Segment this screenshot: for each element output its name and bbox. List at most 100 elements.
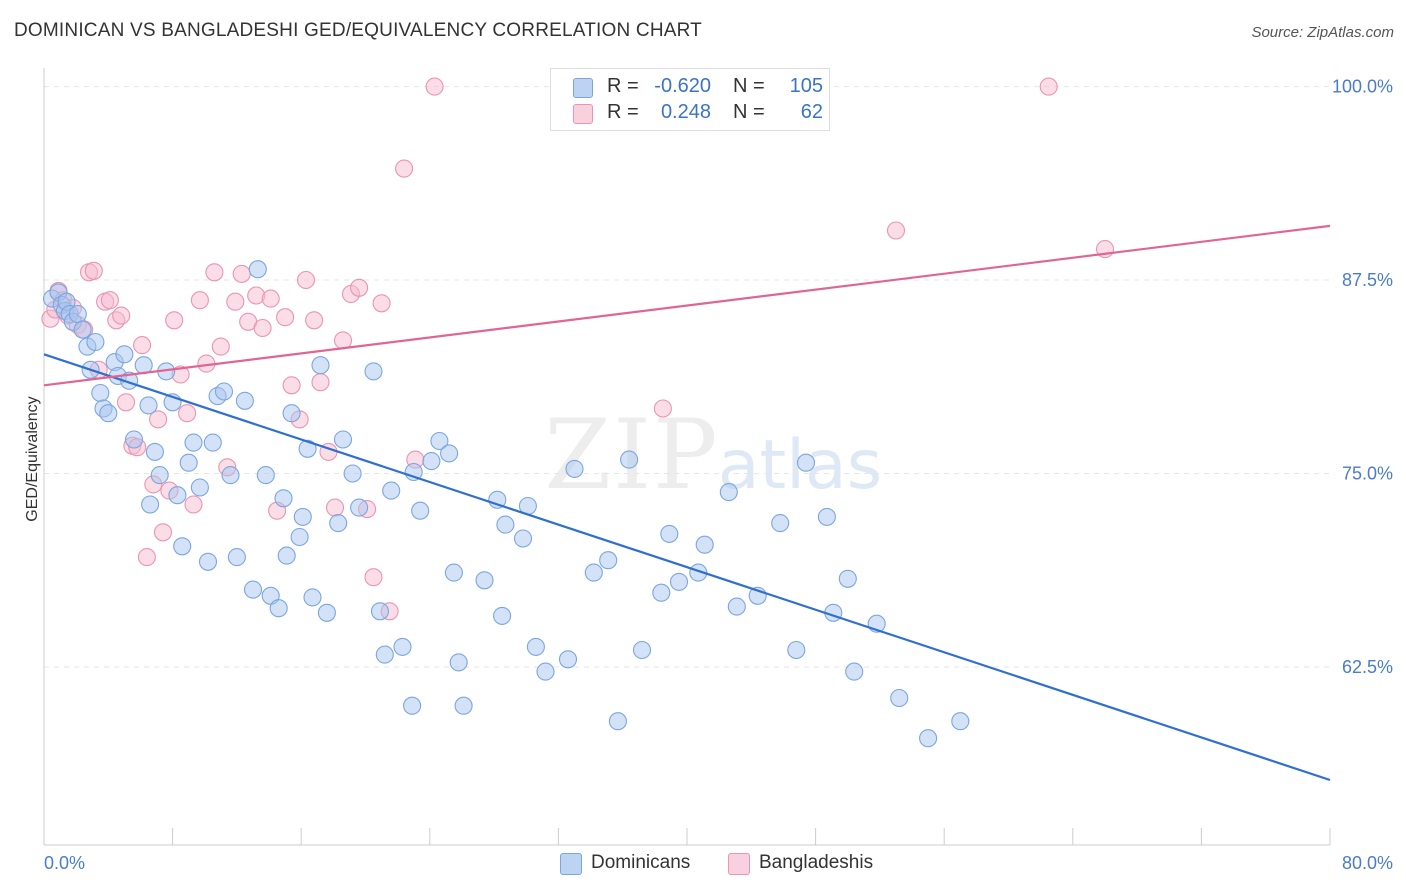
x-tick-labels: 0.0% 80.0% [44,853,1393,873]
legend-r-label: R = [607,75,639,97]
dominicans-point [203,433,222,452]
dominicans-point [333,430,353,449]
bangladeshis-point [282,376,301,395]
y-tick-label: 75.0% [1342,464,1393,484]
dominicans-point [115,345,134,364]
bangladeshis-point [190,291,209,310]
dominicans-point [620,450,639,469]
bangladeshis-point [276,308,295,327]
y-tick-label: 87.5% [1342,270,1393,290]
dominicans-point [235,391,254,410]
dominicans-point [190,478,209,497]
dominicans-point [179,453,198,472]
bangladeshis-point [205,263,224,282]
dominicans-point [608,712,627,731]
dominicans-point [411,501,430,520]
dominicans-point [375,645,394,664]
chart-title: DOMINICAN VS BANGLADESHI GED/EQUIVALENCY… [14,20,702,41]
dominicans-point [141,495,160,514]
dominicans-point [86,332,105,352]
dominicans-point [311,356,330,375]
bangladeshis-point [305,311,324,330]
dominicans-point [393,637,412,656]
dominicans-point [422,452,441,471]
dominicans-point [184,433,203,452]
bangladeshis-point [333,331,353,350]
dominicans-point [632,640,652,660]
dominicans-point [145,442,164,461]
dominicans-trend-line [43,353,1331,782]
dominicans-point [290,527,309,547]
dominicans-point [817,507,836,526]
axes [43,68,1331,846]
watermark: ZIP atlas [544,399,882,511]
bangladeshis-trend-line [43,224,1331,387]
legend-n-label: N = [733,101,765,123]
dominicans-point [99,404,118,423]
bangladeshis-point [149,410,168,429]
legend-label-bangladeshis: Bangladeshis [759,852,874,873]
dominicans-point [221,466,240,485]
dominicans-point [669,572,689,591]
legend-r-value: -0.620 [654,75,711,97]
dominicans-point [73,320,92,339]
bangladeshis-point [211,337,230,356]
dominicans-point [303,588,322,607]
dominicans-point [370,602,390,621]
dominicans-point [719,483,738,502]
y-tick-labels: 62.5% 75.0% 87.5% 100.0% [1332,77,1393,677]
dominicans-point [454,696,473,715]
dominicans-point [256,466,275,485]
bangladeshis-point [372,294,391,313]
bangladeshis-point [311,373,330,392]
bangladeshis-point [133,336,152,355]
dominicans-point [68,305,87,324]
legend-swatch-blue [560,853,582,875]
bangladeshis-point [153,523,173,542]
bangladeshis-point [137,548,156,567]
bangladeshis-point [350,278,369,297]
legend-label-dominicans: Dominicans [591,852,691,873]
bangladeshis-points [41,77,1115,621]
bangladeshis-point [325,498,345,517]
dominicans-point [317,603,336,622]
dominicans-point [565,459,584,478]
legend-r-label: R = [607,101,639,123]
bangladeshis-point [425,77,444,96]
dominicans-point [248,260,267,279]
bangladeshis-point [395,159,414,178]
dominicans-point [214,382,234,401]
dominicans-point [536,662,555,681]
dominicans-point [274,489,293,508]
x-tick-label: 80.0% [1342,853,1393,873]
dominicans-point [282,404,301,423]
dominicans-point [526,637,545,656]
bangladeshis-point [116,393,136,412]
legend-r-value: 0.248 [660,101,711,123]
trend-lines [43,224,1331,782]
bangladeshis-point [84,261,103,280]
dominicans-point [343,464,362,483]
dominicans-point [173,537,192,556]
y-tick-label: 62.5% [1342,657,1393,677]
dominicans-point [403,696,422,715]
dominicans-point [269,599,288,618]
dominicans-point [695,535,714,554]
dominicans-point [660,524,679,543]
bangladeshis-point [112,306,131,325]
dominicans-point [350,498,369,517]
dominicans-point [382,481,401,500]
dominicans-point [727,597,746,616]
dominicans-point [838,569,857,588]
legend-swatch-blue [573,78,593,98]
dominicans-point [227,548,246,567]
legend-n-value: 105 [789,75,823,97]
dominicans-point [845,662,864,681]
dominicans-point [139,396,158,415]
dominicans-point [198,552,218,571]
legend-n-label: N = [733,75,765,97]
dominicans-point [558,650,578,669]
dominicans-point [124,430,144,449]
dominicans-point [493,606,512,625]
